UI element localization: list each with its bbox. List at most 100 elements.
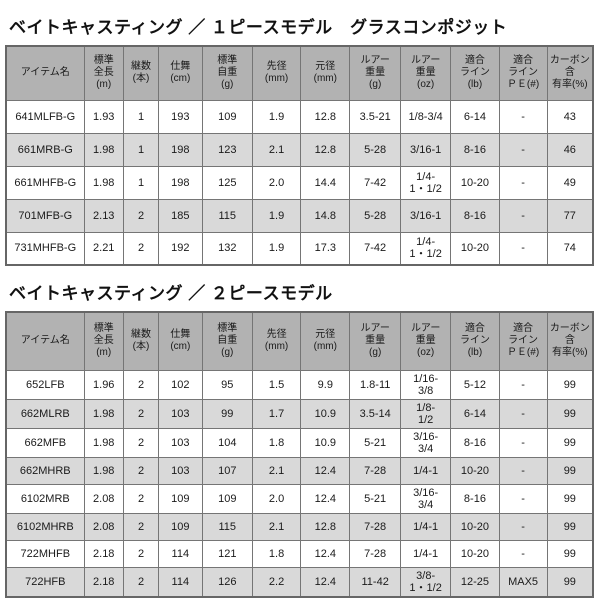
table-row: 662MLRB 1.98 2 103 99 1.7 10.9 3.5-14 1/8- 1/2 6-… <box>5 398 594 429</box>
spec-value-cell: 2.18 <box>83 566 124 597</box>
spec-value-cell: 8-16 <box>450 483 500 514</box>
column-header: 標準 全長 (m) <box>83 311 124 371</box>
spec-value-cell: 46 <box>546 132 594 167</box>
table-row: 641MLFB-G 1.93 1 193 109 1.9 12.8 3.5-21 1/8-3/4… <box>5 99 594 134</box>
item-name-cell: 731MHFB-G <box>5 231 85 266</box>
column-header: 先径 (mm) <box>252 45 302 101</box>
spec-value-cell: 10-20 <box>450 165 500 200</box>
spec-value-cell: 102 <box>158 369 203 400</box>
spec-value-cell: 107 <box>201 456 254 485</box>
spec-value-cell: 109 <box>158 512 203 541</box>
spec-value-cell: 12.8 <box>300 512 351 541</box>
spec-value-cell: 1 <box>122 132 160 167</box>
spec-value-cell: 115 <box>201 198 254 233</box>
column-header: 元径 (mm) <box>300 45 351 101</box>
spec-value-cell: - <box>498 231 548 266</box>
spec-value-cell: 1 <box>122 165 160 200</box>
spec-value-cell: 1/16- 3/8 <box>399 369 452 400</box>
table-row: 6102MHRB 2.08 2 109 115 2.1 12.8 7-28 1/4-1 10-20… <box>5 512 594 541</box>
column-header: 標準 全長 (m) <box>83 45 124 101</box>
spec-value-cell: 1.8-11 <box>349 369 401 400</box>
spec-value-cell: - <box>498 165 548 200</box>
spec-value-cell: - <box>498 427 548 458</box>
spec-value-cell: 10-20 <box>450 456 500 485</box>
table-row: 661MRB-G 1.98 1 198 123 2.1 12.8 5-28 3/16-1 8-16… <box>5 132 594 167</box>
item-name-cell: 662MFB <box>5 427 85 458</box>
spec-value-cell: - <box>498 99 548 134</box>
spec-value-cell: 132 <box>201 231 254 266</box>
column-header: 適合 ライン ＰＥ(#) <box>498 311 548 371</box>
table-row: 652LFB 1.96 2 102 95 1.5 9.9 1.8-11 1/16- 3/8 5-1… <box>5 369 594 400</box>
spec-value-cell: 7-42 <box>349 231 401 266</box>
spec-value-cell: - <box>498 132 548 167</box>
spec-value-cell: 103 <box>158 427 203 458</box>
item-name-cell: 722HFB <box>5 566 85 597</box>
spec-value-cell: 115 <box>201 512 254 541</box>
spec-value-cell: 1.5 <box>252 369 302 400</box>
spec-value-cell: 3.5-14 <box>349 398 401 429</box>
spec-value-cell: 1/4- 1・1/2 <box>399 165 452 200</box>
column-header: ルアー 重量 (g) <box>349 311 401 371</box>
spec-value-cell: 2.13 <box>83 198 124 233</box>
spec-value-cell: 6-14 <box>450 398 500 429</box>
item-name-cell: 662MHRB <box>5 456 85 485</box>
table-header-row-2: アイテム名 標準 全長 (m) 継数 (本) 仕舞 (cm) 標準 自重 (g) 先径 (… <box>5 311 594 371</box>
spec-value-cell: 3.5-21 <box>349 99 401 134</box>
spec-value-cell: 109 <box>158 483 203 514</box>
spec-value-cell: 2.1 <box>252 512 302 541</box>
column-header: アイテム名 <box>5 45 85 101</box>
spec-value-cell: 1.7 <box>252 398 302 429</box>
spec-value-cell: 99 <box>546 539 594 568</box>
spec-value-cell: 8-16 <box>450 198 500 233</box>
spec-value-cell: 3/16-1 <box>399 132 452 167</box>
spec-value-cell: 7-42 <box>349 165 401 200</box>
spec-value-cell: 1.93 <box>83 99 124 134</box>
table-row: 6102MRB 2.08 2 109 109 2.0 12.4 5-21 3/16- 3/4 8-… <box>5 483 594 514</box>
spec-value-cell: 11-42 <box>349 566 401 597</box>
table-row: 661MHFB-G 1.98 1 198 125 2.0 14.4 7-42 1/4- 1・1/… <box>5 165 594 200</box>
spec-value-cell: 99 <box>546 483 594 514</box>
spec-value-cell: 1.98 <box>83 427 124 458</box>
spec-value-cell: 2 <box>122 231 160 266</box>
spec-value-cell: - <box>498 369 548 400</box>
spec-value-cell: 1/4- 1・1/2 <box>399 231 452 266</box>
spec-value-cell: 121 <box>201 539 254 568</box>
spec-table-2piece: アイテム名 標準 全長 (m) 継数 (本) 仕舞 (cm) 標準 自重 (g) 先径 (… <box>5 311 594 598</box>
table-row: 722HFB 2.18 2 114 126 2.2 12.4 11-42 3/8- 1・1/2 1… <box>5 566 594 597</box>
spec-value-cell: 104 <box>201 427 254 458</box>
column-header: 適合 ライン (lb) <box>450 45 500 101</box>
header-row: アイテム名 標準 全長 (m) 継数 (本) 仕舞 (cm) 標準 自重 (g) 先径 (… <box>5 45 594 101</box>
table-row: 731MHFB-G 2.21 2 192 132 1.9 17.3 7-42 1/4- 1・1/… <box>5 231 594 266</box>
spec-value-cell: 1.9 <box>252 198 302 233</box>
spec-value-cell: 2 <box>122 539 160 568</box>
spec-table-1piece: アイテム名 標準 全長 (m) 継数 (本) 仕舞 (cm) 標準 自重 (g) 先径 (… <box>5 45 594 266</box>
table-row: 722MHFB 2.18 2 114 121 1.8 12.4 7-28 1/4-1 10-20-… <box>5 539 594 568</box>
column-header: カーボン含 有率(%) <box>546 45 594 101</box>
spec-value-cell: 1/8-3/4 <box>399 99 452 134</box>
column-header: 仕舞 (cm) <box>158 311 203 371</box>
spec-value-cell: - <box>498 456 548 485</box>
spec-value-cell: 99 <box>546 369 594 400</box>
item-name-cell: 662MLRB <box>5 398 85 429</box>
spec-value-cell: 185 <box>158 198 203 233</box>
spec-value-cell: - <box>498 512 548 541</box>
column-header: 適合 ライン ＰＥ(#) <box>498 45 548 101</box>
spec-value-cell: 49 <box>546 165 594 200</box>
spec-value-cell: 99 <box>546 566 594 597</box>
spec-value-cell: 2.0 <box>252 483 302 514</box>
item-name-cell: 6102MHRB <box>5 512 85 541</box>
spec-value-cell: 103 <box>158 398 203 429</box>
spec-value-cell: 1.96 <box>83 369 124 400</box>
spec-value-cell: 1/4-1 <box>399 456 452 485</box>
column-header: 継数 (本) <box>122 45 160 101</box>
spec-value-cell: 125 <box>201 165 254 200</box>
section-title-1piece: ベイトキャスティング ／ １ピースモデル グラスコンポジット <box>9 18 508 37</box>
table-row: 662MFB 1.98 2 103 104 1.8 10.9 5-21 3/16- 3/4 8-1… <box>5 427 594 458</box>
item-name-cell: 722MHFB <box>5 539 85 568</box>
spec-value-cell: 77 <box>546 198 594 233</box>
spec-value-cell: 2.08 <box>83 483 124 514</box>
spec-value-cell: 12.4 <box>300 539 351 568</box>
column-header: ルアー 重量 (oz) <box>399 311 452 371</box>
spec-value-cell: 10.9 <box>300 398 351 429</box>
column-header: ルアー 重量 (oz) <box>399 45 452 101</box>
